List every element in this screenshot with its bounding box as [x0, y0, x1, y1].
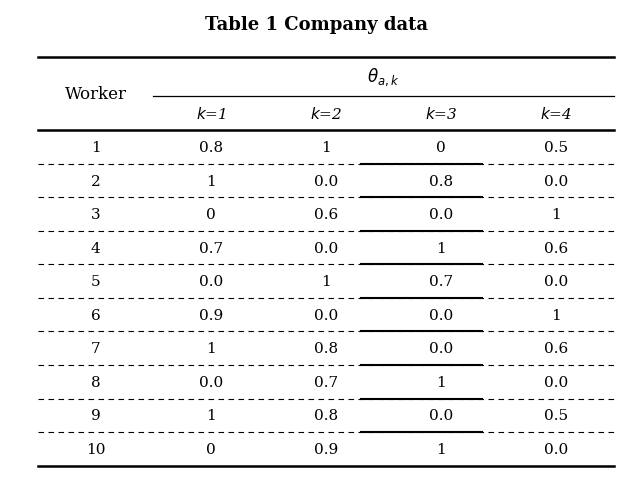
Text: 3: 3: [91, 208, 101, 222]
Text: 1: 1: [551, 208, 561, 222]
Text: 0: 0: [436, 141, 446, 155]
Text: 0.8: 0.8: [314, 408, 338, 422]
Text: 0.6: 0.6: [544, 241, 568, 255]
Text: 0.9: 0.9: [314, 442, 338, 456]
Text: 0.0: 0.0: [314, 308, 338, 322]
Text: 1: 1: [206, 174, 216, 188]
Text: 5: 5: [91, 275, 101, 288]
Text: 8: 8: [91, 375, 101, 389]
Text: 0.0: 0.0: [429, 341, 453, 356]
Text: 0.0: 0.0: [314, 174, 338, 188]
Text: 0.6: 0.6: [544, 341, 568, 356]
Text: 0.0: 0.0: [199, 275, 223, 288]
Text: 9: 9: [91, 408, 101, 422]
Text: 0.8: 0.8: [314, 341, 338, 356]
Text: 1: 1: [206, 408, 216, 422]
Text: 0: 0: [206, 442, 216, 456]
Text: 0.0: 0.0: [429, 208, 453, 222]
Text: 0.7: 0.7: [429, 275, 453, 288]
Text: 6: 6: [91, 308, 101, 322]
Text: 1: 1: [206, 341, 216, 356]
Text: $\theta_{a,k}$: $\theta_{a,k}$: [367, 66, 400, 88]
Text: 0.7: 0.7: [314, 375, 338, 389]
Text: 1: 1: [436, 375, 446, 389]
Text: 1: 1: [551, 308, 561, 322]
Text: 2: 2: [91, 174, 101, 188]
Text: $k$=1: $k$=1: [196, 106, 226, 122]
Text: 0.9: 0.9: [199, 308, 223, 322]
Text: $k$=3: $k$=3: [425, 106, 458, 122]
Text: 0.7: 0.7: [199, 241, 223, 255]
Text: 0: 0: [206, 208, 216, 222]
Text: 0.0: 0.0: [314, 241, 338, 255]
Text: 1: 1: [436, 241, 446, 255]
Text: 0.0: 0.0: [544, 174, 568, 188]
Text: 0.0: 0.0: [544, 375, 568, 389]
Text: 10: 10: [86, 442, 105, 456]
Text: 1: 1: [321, 275, 331, 288]
Text: 0.0: 0.0: [544, 442, 568, 456]
Text: 4: 4: [91, 241, 101, 255]
Text: 0.0: 0.0: [429, 308, 453, 322]
Text: 1: 1: [321, 141, 331, 155]
Text: Table 1 Company data: Table 1 Company data: [205, 16, 428, 34]
Text: Worker: Worker: [65, 86, 127, 103]
Text: 0.0: 0.0: [429, 408, 453, 422]
Text: 1: 1: [436, 442, 446, 456]
Text: 0.0: 0.0: [544, 275, 568, 288]
Text: 0.6: 0.6: [314, 208, 338, 222]
Text: 0.0: 0.0: [199, 375, 223, 389]
Text: 0.5: 0.5: [544, 141, 568, 155]
Text: $k$=2: $k$=2: [310, 106, 342, 122]
Text: 7: 7: [91, 341, 101, 356]
Text: 0.5: 0.5: [544, 408, 568, 422]
Text: $k$=4: $k$=4: [541, 106, 572, 122]
Text: 1: 1: [91, 141, 101, 155]
Text: 0.8: 0.8: [199, 141, 223, 155]
Text: 0.8: 0.8: [429, 174, 453, 188]
